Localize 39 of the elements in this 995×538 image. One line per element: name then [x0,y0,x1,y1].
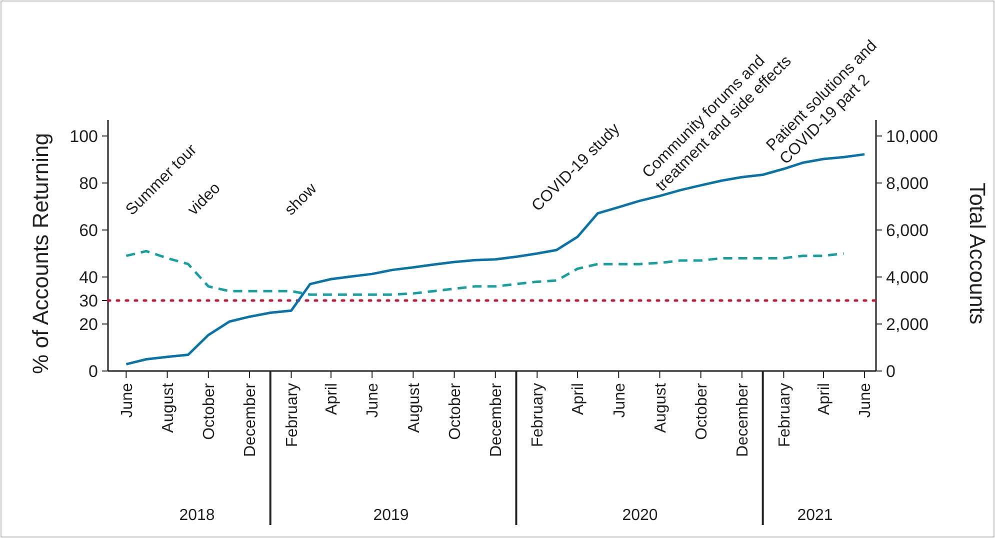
x-tick-label: December [734,382,752,457]
y2-tick-label: 4,000 [886,268,929,287]
y-tick-label: 80 [79,174,98,193]
x-tick-label: February [776,383,794,448]
y2-tick-label: 2,000 [886,314,929,334]
x-tick-label: October [446,382,464,440]
x-tick-label: October [200,382,218,440]
y-tick-label: 40 [79,268,98,287]
y2-axis-title: Total Accounts [965,182,990,324]
y2-tick-label: 6,000 [886,220,929,240]
x-tick-label: February [530,383,547,448]
x-tick-label: December [242,382,260,457]
y2-tick-label: 8,000 [886,174,929,193]
y-tick-label: 60 [79,220,98,240]
x-tick-label: August [652,382,670,433]
text: 2021 [797,507,833,524]
text: 2020 [622,507,658,524]
y2-tick-label: 0 [886,362,896,381]
text: 2019 [373,507,409,524]
x-tick-label: October [693,382,710,440]
x-tick-label: August [406,382,423,433]
x-tick-label: February [284,383,301,448]
text: 2018 [179,507,215,524]
x-tick-label: April [324,383,341,416]
x-tick-label: April [816,383,834,416]
y-tick-label: 20 [79,314,98,334]
line-series [124,250,845,296]
y2-tick-label: 10,000 [886,126,938,146]
x-tick-label: August [160,382,177,433]
y-tick-label: 30 [79,291,98,310]
x-tick-label: June [118,382,136,418]
x-tick-label: December [488,382,505,457]
x-tick-label: June [611,382,628,418]
y-axis-title: % of Accounts Returning [28,133,53,374]
y-tick-label: 100 [70,126,98,146]
y-tick-label: 0 [88,362,98,381]
x-tick-label: June [857,382,874,418]
x-tick-label: June [364,382,382,418]
x-tick-label: April [570,383,588,416]
